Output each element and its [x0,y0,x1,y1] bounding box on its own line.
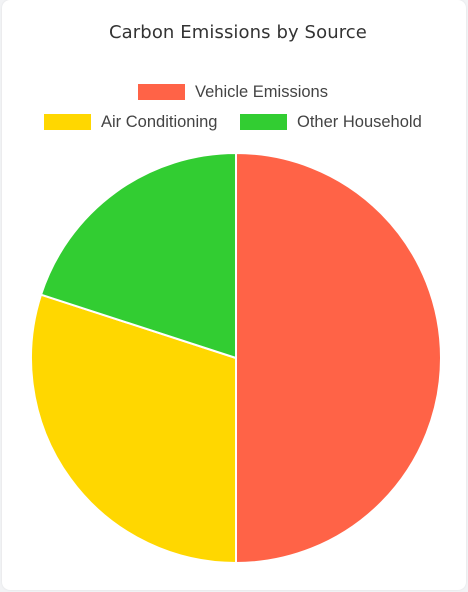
pie-slice-vehicle-emissions[interactable] [236,153,441,563]
